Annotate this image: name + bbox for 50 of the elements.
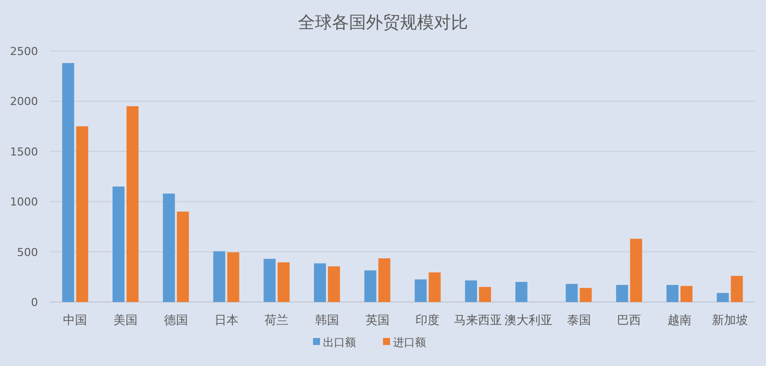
x-tick-label: 荷兰 [264, 313, 289, 327]
bar [428, 272, 441, 302]
bar [465, 280, 478, 302]
bar [364, 270, 376, 302]
x-tick-label: 德国 [164, 313, 188, 327]
chart-title: 全球各国外贸规模对比 [298, 13, 468, 33]
bar [176, 212, 189, 302]
y-tick-label: 0 [31, 296, 38, 309]
bar [213, 251, 226, 302]
bar [580, 288, 592, 302]
x-tick-label: 巴西 [617, 313, 642, 327]
bar [730, 276, 743, 302]
x-tick-label: 印度 [416, 313, 440, 327]
bar [162, 194, 175, 302]
bar [515, 282, 528, 302]
bar [716, 292, 729, 302]
bar [62, 63, 74, 302]
bar [112, 186, 125, 302]
bar [264, 258, 276, 302]
bar [616, 284, 628, 302]
x-tick-label: 澳大利亚 [504, 313, 552, 327]
bar [328, 266, 340, 302]
bar [76, 126, 88, 302]
bar [278, 262, 290, 302]
bar [630, 238, 642, 302]
bar [414, 279, 427, 302]
y-tick-label: 2000 [10, 95, 38, 108]
y-tick-label: 1000 [10, 196, 38, 209]
x-tick-label: 美国 [114, 313, 138, 327]
x-tick-label: 中国 [63, 313, 88, 327]
y-tick-label: 1500 [10, 145, 38, 158]
x-tick-label: 韩国 [314, 313, 339, 327]
bar [126, 106, 139, 302]
y-tick-label: 500 [17, 246, 38, 259]
legend-label: 进口额 [393, 336, 426, 349]
y-tick-label: 2500 [10, 45, 38, 58]
legend-label: 出口额 [323, 336, 356, 349]
bar [314, 263, 326, 302]
x-tick-label: 泰国 [566, 313, 591, 327]
bar [666, 284, 678, 302]
x-tick-label: 英国 [365, 313, 390, 327]
x-tick-label: 马来西亚 [454, 313, 502, 327]
bar [479, 286, 492, 302]
x-tick-label: 新加坡 [712, 313, 748, 327]
bar [378, 258, 390, 302]
bar [227, 252, 240, 302]
bar [680, 286, 692, 302]
bar [566, 284, 578, 302]
x-tick-label: 日本 [214, 313, 238, 327]
x-tick-label: 越南 [667, 313, 692, 327]
